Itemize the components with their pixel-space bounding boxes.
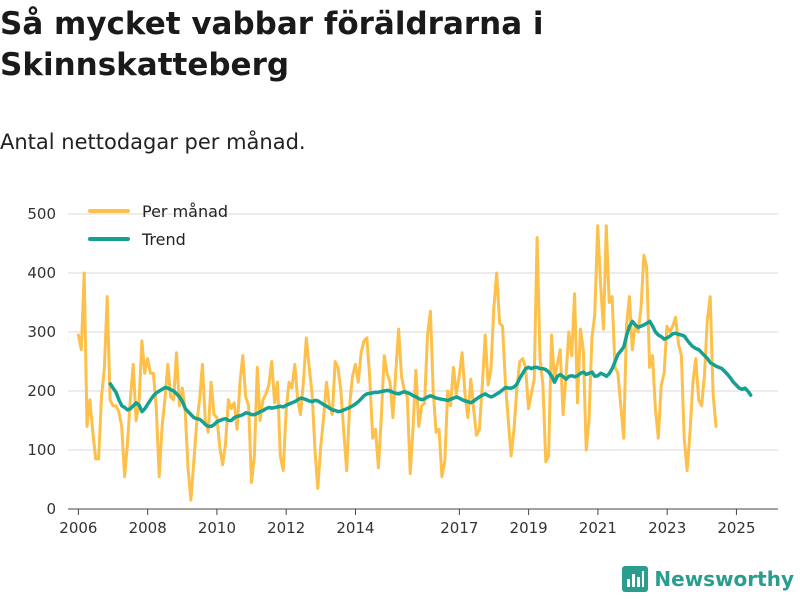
x-tick-label: 2012 <box>267 519 305 537</box>
y-tick-label: 200 <box>27 382 56 400</box>
y-tick-label: 500 <box>27 205 56 223</box>
x-tick-label: 2019 <box>510 519 548 537</box>
y-tick-label: 100 <box>27 441 56 459</box>
grid-lines <box>68 213 778 451</box>
y-tick-label: 400 <box>27 264 56 282</box>
x-tick-label: 2008 <box>129 519 167 537</box>
x-tick-label: 2006 <box>59 519 97 537</box>
legend-label-trend: Trend <box>141 230 186 249</box>
y-tick-label: 300 <box>27 323 56 341</box>
series-line-monthly <box>76 224 718 502</box>
x-tick-label: 2025 <box>717 519 755 537</box>
newsworthy-logo-icon <box>622 566 649 592</box>
x-tick-label: 2023 <box>648 519 686 537</box>
legend-label-monthly: Per månad <box>142 202 228 221</box>
legend: Per månad Trend <box>88 202 228 249</box>
brand-name: Newsworthy <box>654 567 794 591</box>
brand[interactable]: Newsworthy <box>622 566 794 592</box>
y-tick-label: 0 <box>46 500 56 518</box>
chart-title: Så mycket vabbar föräldrarna i Skinnskat… <box>0 6 544 83</box>
x-tick-label: 2017 <box>440 519 478 537</box>
chart-subtitle: Antal nettodagar per månad. <box>0 130 306 154</box>
series-line-trend <box>108 319 753 429</box>
x-tick-label: 2021 <box>579 519 617 537</box>
x-tick-label: 2014 <box>336 519 374 537</box>
line-chart: 0 100 200 300 400 500 2006 2008 2010 2012 2014 2017… <box>27 202 778 537</box>
axes: 0 100 200 300 400 500 2006 2008 2010 2012 2014 2017… <box>27 205 778 537</box>
series-lines <box>76 224 753 502</box>
x-tick-label: 2010 <box>198 519 236 537</box>
